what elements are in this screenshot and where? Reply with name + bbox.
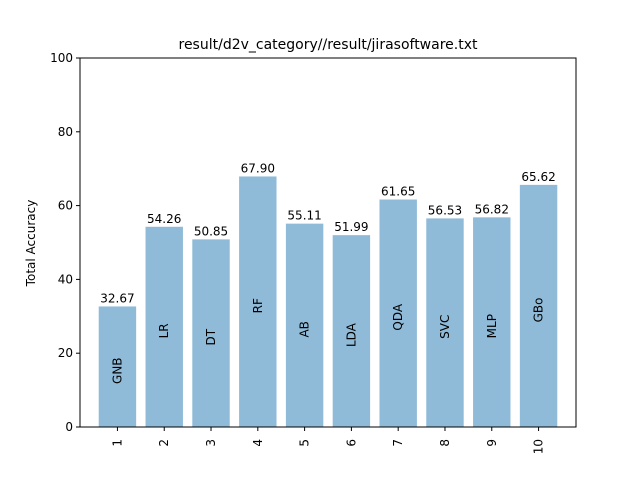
bar-value-label: 55.11 — [287, 209, 321, 223]
x-tick-label: 8 — [438, 439, 452, 447]
chart-title: result/d2v_category//result/jirasoftware… — [179, 37, 478, 53]
x-axis: 1 2 3 4 5 6 7 8 9 10 — [110, 427, 546, 454]
x-tick-label: 7 — [391, 439, 405, 447]
x-tick-label: 9 — [485, 439, 499, 447]
x-tick-label: 6 — [344, 439, 358, 447]
bar-value-label: 65.62 — [521, 170, 555, 184]
bar-name-label: LDA — [344, 322, 358, 347]
plot-frame — [79, 57, 577, 428]
bar-value-label: 32.67 — [100, 291, 134, 305]
bar — [332, 235, 371, 427]
bar-value-label: 50.85 — [194, 224, 228, 238]
bar — [473, 217, 511, 427]
bar-name-label: AB — [298, 321, 312, 337]
bar-name-label: MLP — [485, 314, 499, 338]
bar-name-label: RF — [251, 298, 265, 313]
bar-name-label: QDA — [391, 303, 405, 330]
y-axis-label: Total Accuracy — [24, 200, 38, 288]
bar — [519, 184, 558, 427]
bar-name-label: GBo — [532, 297, 546, 322]
y-tick-label: 0 — [65, 420, 73, 434]
y-tick-label: 60 — [58, 199, 73, 213]
bar — [145, 226, 183, 427]
y-tick-label: 20 — [58, 346, 73, 360]
x-tick-label: 3 — [204, 439, 218, 447]
bar-value-label: 67.90 — [241, 161, 275, 175]
x-tick-label: 10 — [532, 439, 546, 454]
x-tick-label: 2 — [157, 439, 171, 447]
bar-name-label: DT — [204, 328, 218, 345]
bar-value-label: 56.53 — [428, 203, 462, 217]
bar — [379, 199, 417, 427]
bar — [98, 306, 137, 427]
bar-value-label: 51.99 — [334, 220, 368, 234]
y-axis: 0 20 40 60 80 100 — [50, 51, 80, 434]
x-tick-label: 4 — [251, 439, 265, 447]
bar-value-label: 61.65 — [381, 185, 415, 199]
bar-name-label: LR — [157, 323, 171, 338]
bars-group: 32.67 GNB 54.26 LR 50.85 DT 67.90 RF 55.11 AB 51.9… — [98, 161, 558, 427]
bar — [239, 176, 277, 427]
bar-name-label: GNB — [110, 357, 124, 384]
x-tick-label: 5 — [298, 439, 312, 447]
bar — [426, 218, 464, 427]
bar-value-label: 56.82 — [475, 202, 509, 216]
y-tick-label: 80 — [58, 125, 73, 139]
bar — [285, 223, 324, 427]
y-tick-label: 100 — [50, 51, 73, 65]
bar-value-label: 54.26 — [147, 212, 181, 226]
bar — [192, 239, 230, 427]
bar-name-label: SVC — [438, 315, 452, 339]
y-tick-label: 40 — [58, 272, 73, 286]
x-tick-label: 1 — [110, 439, 124, 447]
